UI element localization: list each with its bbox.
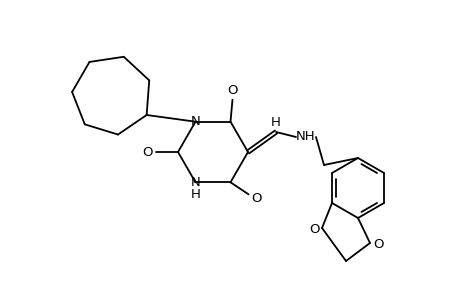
Text: O: O [142,146,153,158]
Text: N: N [190,176,200,189]
Text: NH: NH [296,130,315,143]
Text: O: O [227,84,237,97]
Text: O: O [251,192,261,205]
Text: N: N [190,115,200,128]
Text: H: H [190,188,200,201]
Text: H: H [270,116,280,128]
Text: O: O [308,224,319,236]
Text: O: O [373,238,383,251]
